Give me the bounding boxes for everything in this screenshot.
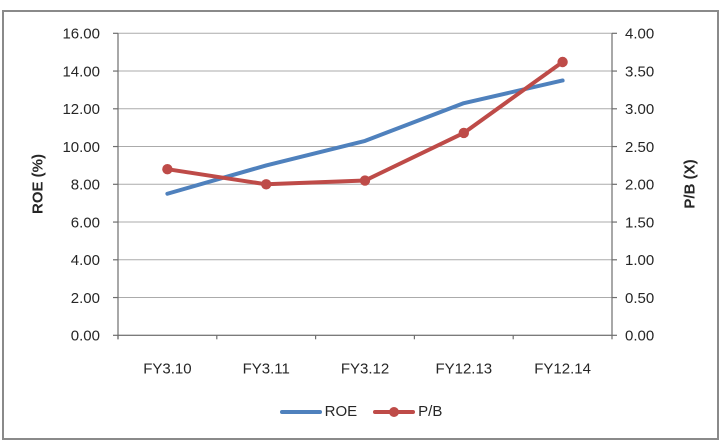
series-line-roe: [165, 78, 565, 196]
y-right-tick-label: 0.50: [625, 290, 654, 307]
y-left-tick-label: 10.00: [62, 139, 100, 156]
y-right-tick-label: 1.00: [625, 252, 654, 269]
roe-line-swatch-icon: [279, 409, 322, 414]
y-left-tick-label: 2.00: [71, 290, 100, 307]
legend-label-roe: ROE: [324, 403, 358, 420]
y-left-tick-label: 4.00: [71, 252, 100, 269]
y-left-tick-label: 8.00: [71, 177, 100, 194]
series-marker: [359, 175, 371, 186]
y-right-tick-label: 3.00: [625, 101, 654, 118]
y-left-tick-label: 16.00: [62, 26, 100, 43]
x-category-label: FY3.10: [143, 360, 191, 377]
chart-border-frame: [2, 10, 719, 440]
legend-item-pb: P/B: [373, 403, 442, 420]
y-right-tick-label: 4.00: [625, 26, 654, 43]
y-axis-title-right: P/B (X): [681, 159, 699, 209]
y-right-tick-label: 2.00: [625, 177, 654, 194]
series-marker: [261, 179, 272, 190]
x-category-label: FY3.12: [341, 360, 389, 377]
y-left-tick-label: 12.00: [62, 101, 100, 118]
series-line-p-b: [165, 59, 565, 187]
y-left-tick-label: 6.00: [71, 214, 100, 231]
series-marker: [557, 56, 568, 68]
pb-marker-dot-icon: [389, 406, 400, 417]
x-category-label: FY12.13: [435, 360, 492, 377]
pb-line-marker-swatch-icon: [373, 406, 416, 417]
y-left-tick-label: 14.00: [62, 63, 100, 80]
y-right-tick-label: 2.50: [625, 139, 654, 156]
x-category-label: FY12.14: [534, 360, 591, 377]
x-category-label: FY3.11: [243, 360, 290, 377]
series-marker: [458, 127, 469, 139]
series-marker: [162, 164, 173, 175]
y-left-tick-label: 0.00: [71, 328, 100, 345]
legend-item-roe: ROE: [279, 403, 358, 420]
legend: ROE P/B: [0, 403, 722, 420]
y-right-tick-label: 0.00: [625, 328, 654, 345]
y-axis-title-left: ROE (%): [29, 154, 47, 214]
legend-label-pb: P/B: [418, 403, 443, 420]
y-right-tick-label: 3.50: [625, 63, 654, 80]
y-right-tick-label: 1.50: [625, 214, 654, 231]
